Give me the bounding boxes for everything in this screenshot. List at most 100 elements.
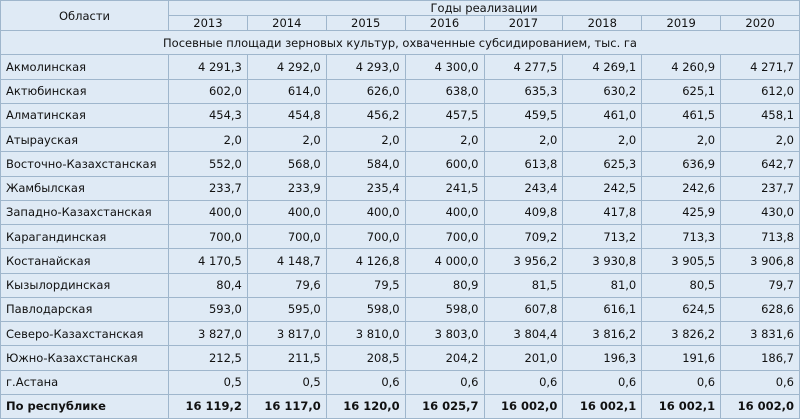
region-name: Алматинская	[0, 102, 169, 129]
value-cell: 598,0	[325, 296, 406, 323]
value-cell: 4 000,0	[404, 248, 485, 274]
value-cell: 186,7	[720, 345, 800, 371]
value-cell: 241,5	[404, 175, 485, 201]
value-cell: 400,0	[246, 199, 327, 226]
value-cell: 0,6	[641, 369, 722, 395]
value-cell: 713,2	[562, 223, 643, 250]
year-header: 2015	[325, 15, 406, 31]
value-cell: 2,0	[562, 126, 643, 153]
value-cell: 0,6	[483, 369, 564, 395]
value-cell: 0,6	[404, 369, 485, 395]
value-cell: 3 905,5	[641, 248, 722, 274]
value-cell: 81,0	[562, 272, 643, 298]
value-cell: 211,5	[246, 345, 327, 371]
value-cell: 80,9	[404, 272, 485, 298]
value-cell: 459,5	[483, 102, 564, 129]
value-cell: 79,6	[246, 272, 327, 298]
data-row: Южно-Казахстанская 212,5 211,5 208,5 204,2 20…	[0, 345, 800, 371]
value-cell: 237,7	[720, 175, 800, 201]
value-cell: 625,3	[562, 151, 643, 177]
value-cell: 4 292,0	[246, 54, 327, 80]
value-cell: 4 126,8	[325, 248, 406, 274]
value-cell: 80,4	[168, 272, 248, 298]
value-cell: 461,5	[641, 102, 722, 129]
region-header: Области	[0, 0, 169, 31]
data-row: Атырауская 2,0 2,0 2,0 2,0 2,0 2,0 2,0 2,0	[0, 126, 800, 153]
value-cell: 4 271,7	[720, 54, 800, 80]
value-cell: 625,1	[641, 78, 722, 104]
value-cell: 3 831,6	[720, 320, 800, 347]
table-head: Области Годы реализации 2013 2014 2015 2016…	[0, 0, 800, 31]
value-cell: 2,0	[246, 126, 327, 153]
year-header: 2018	[562, 15, 643, 31]
region-name: г.Астана	[0, 369, 169, 395]
value-cell: 635,3	[483, 78, 564, 104]
value-cell: 233,7	[168, 175, 248, 201]
value-cell: 0,5	[246, 369, 327, 395]
value-cell: 568,0	[246, 151, 327, 177]
region-name: Актюбинская	[0, 78, 169, 104]
value-cell: 4 293,0	[325, 54, 406, 80]
value-cell: 628,6	[720, 296, 800, 323]
value-cell: 4 291,3	[168, 54, 248, 80]
value-cell: 0,6	[720, 369, 800, 395]
value-cell: 552,0	[168, 151, 248, 177]
value-cell: 2,0	[483, 126, 564, 153]
year-header: 2016	[404, 15, 485, 31]
value-cell: 2,0	[325, 126, 406, 153]
value-cell: 16 025,7	[404, 393, 485, 419]
value-cell: 3 956,2	[483, 248, 564, 274]
subtitle-row: Посевные площади зерновых культур, охвач…	[0, 29, 800, 56]
value-cell: 624,5	[641, 296, 722, 323]
value-cell: 713,8	[720, 223, 800, 250]
region-name: Северо-Казахстанская	[0, 320, 169, 347]
data-row: г.Астана 0,5 0,5 0,6 0,6 0,6 0,6 0,6 0,6	[0, 369, 800, 395]
region-name: Южно-Казахстанская	[0, 345, 169, 371]
value-cell: 3 826,2	[641, 320, 722, 347]
value-cell: 593,0	[168, 296, 248, 323]
year-header: 2017	[483, 15, 564, 31]
value-cell: 626,0	[325, 78, 406, 104]
value-cell: 16 119,2	[168, 393, 248, 419]
value-cell: 602,0	[168, 78, 248, 104]
value-cell: 613,8	[483, 151, 564, 177]
header-row: Области Годы реализации	[0, 0, 800, 31]
value-cell: 3 827,0	[168, 320, 248, 347]
data-row: Северо-Казахстанская 3 827,0 3 817,0 3 810,…	[0, 320, 800, 347]
value-cell: 3 906,8	[720, 248, 800, 274]
value-cell: 2,0	[641, 126, 722, 153]
data-row: Алматинская 454,3 454,8 456,2 457,5 459,5 461,…	[0, 102, 800, 129]
year-header: 2020	[720, 15, 800, 31]
value-cell: 0,5	[168, 369, 248, 395]
value-cell: 242,6	[641, 175, 722, 201]
value-cell: 0,6	[562, 369, 643, 395]
value-cell: 16 002,1	[641, 393, 722, 419]
value-cell: 456,2	[325, 102, 406, 129]
value-cell: 425,9	[641, 199, 722, 226]
subtitle: Посевные площади зерновых культур, охвач…	[0, 29, 800, 56]
value-cell: 616,1	[562, 296, 643, 323]
value-cell: 454,8	[246, 102, 327, 129]
value-cell: 201,0	[483, 345, 564, 371]
data-row: По республике 16 119,2 16 117,0 16 120,0 16 …	[0, 393, 800, 419]
value-cell: 630,2	[562, 78, 643, 104]
value-cell: 79,5	[325, 272, 406, 298]
value-cell: 0,6	[325, 369, 406, 395]
years-row: 2013 2014 2015 2016 2017 2018 2019 2020	[1, 15, 800, 31]
value-cell: 16 002,0	[720, 393, 800, 419]
value-cell: 2,0	[168, 126, 248, 153]
value-cell: 3 803,0	[404, 320, 485, 347]
data-row: Жамбылская 233,7 233,9 235,4 241,5 243,4 242,5…	[0, 175, 800, 201]
region-name: По республике	[0, 393, 169, 419]
value-cell: 642,7	[720, 151, 800, 177]
value-cell: 4 170,5	[168, 248, 248, 274]
value-cell: 242,5	[562, 175, 643, 201]
value-cell: 409,8	[483, 199, 564, 226]
year-header: 2013	[168, 15, 248, 31]
value-cell: 4 260,9	[641, 54, 722, 80]
value-cell: 235,4	[325, 175, 406, 201]
value-cell: 461,0	[562, 102, 643, 129]
value-cell: 709,2	[483, 223, 564, 250]
value-cell: 212,5	[168, 345, 248, 371]
